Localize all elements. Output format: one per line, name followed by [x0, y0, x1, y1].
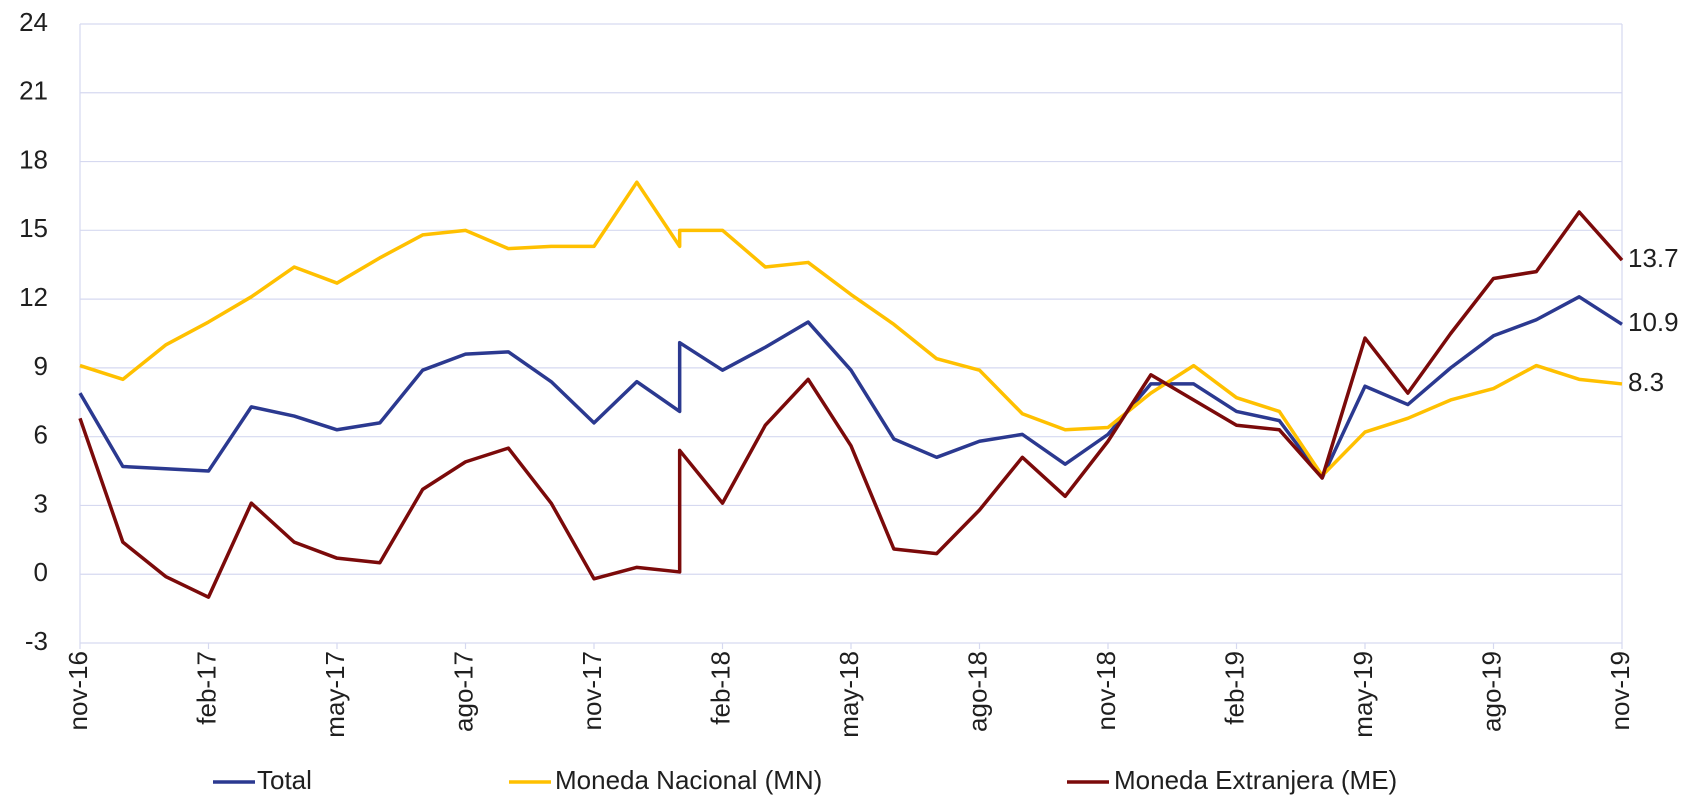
x-tick-label: ago-17: [448, 651, 478, 732]
x-tick-label: nov-19: [1605, 651, 1635, 731]
x-tick-label: nov-17: [577, 651, 607, 731]
x-tick-label: nov-16: [63, 651, 93, 731]
x-tick-label: may-19: [1348, 651, 1378, 738]
y-tick-label: 24: [19, 7, 48, 37]
y-tick-label: 18: [19, 144, 48, 174]
series-line: [79, 180, 1623, 478]
x-tick-label: feb-17: [191, 651, 221, 725]
x-tick-label: nov-18: [1091, 651, 1121, 731]
x-tick-label: ago-19: [1476, 651, 1506, 732]
series-line: [78, 210, 1624, 599]
end-label: 13.7: [1628, 243, 1679, 273]
y-tick-label: 6: [34, 420, 48, 450]
end-label: 10.9: [1628, 307, 1679, 337]
y-tick-label: 21: [19, 76, 48, 106]
x-tick-label: ago-18: [962, 651, 992, 732]
legend-label: Moneda Nacional (MN): [555, 765, 822, 795]
series-line: [78, 295, 1623, 480]
end-label: 8.3: [1628, 367, 1664, 397]
x-tick-label: feb-18: [705, 651, 735, 725]
y-tick-label: -3: [25, 626, 48, 656]
y-tick-label: 12: [19, 282, 48, 312]
x-tick-label: may-17: [320, 651, 350, 738]
legend-label: Moneda Extranjera (ME): [1114, 765, 1397, 795]
y-tick-label: 0: [34, 557, 48, 587]
y-tick-label: 3: [34, 488, 48, 518]
x-tick-label: feb-19: [1219, 651, 1249, 725]
x-tick-label: may-18: [834, 651, 864, 738]
legend-label: Total: [257, 765, 312, 795]
y-tick-label: 15: [19, 213, 48, 243]
y-tick-label: 9: [34, 351, 48, 381]
